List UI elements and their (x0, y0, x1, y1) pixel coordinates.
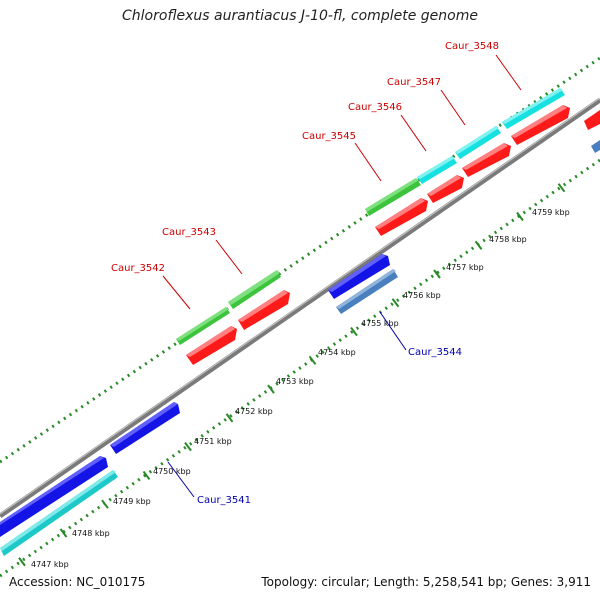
gene-label-caur-3544[interactable]: Caur_3544 (408, 347, 462, 358)
gene-caur-3545-cds-arrow[interactable] (375, 198, 428, 236)
gene-caur-3543-arrow[interactable] (228, 270, 281, 309)
forward-genes-red (186, 105, 570, 365)
scale-tick-mark (225, 413, 234, 423)
gene-caur-3547-arrow[interactable] (455, 126, 501, 159)
gene-label-caur-3547[interactable]: Caur_3547 (387, 77, 441, 88)
gene-caur-3542-cds-arrow[interactable] (186, 326, 237, 365)
gene-caur-3544b-arrow[interactable] (336, 269, 398, 314)
scale-tick-mark (101, 499, 109, 509)
gene-caur-3541-arrow[interactable] (110, 402, 180, 454)
gene-blue-long-arrow[interactable] (0, 456, 108, 537)
gene-label-caur-3542[interactable]: Caur_3542 (111, 263, 165, 274)
scale-label: 4758 kbp (489, 235, 527, 244)
scale-labels: 4747 kbp 4748 kbp 4749 kbp 4750 kbp 4751… (31, 208, 570, 569)
scale-tick-mark (350, 326, 358, 337)
scale-label: 4747 kbp (31, 560, 69, 569)
label-leader-lines (162, 54, 522, 498)
reverse-genes (0, 254, 398, 556)
gene-caur-3545-arrow[interactable] (365, 178, 421, 216)
edge-gene-steelblue-arrow[interactable] (591, 140, 600, 153)
scale-label: 4759 kbp (532, 208, 570, 217)
scale-label: 4752 kbp (235, 407, 273, 416)
gene-caur-3546-cds-arrow[interactable] (427, 175, 464, 203)
scale-label: 4756 kbp (403, 291, 441, 300)
scale-label: 4748 kbp (72, 529, 110, 538)
forward-tick-track (0, 56, 600, 464)
gene-label-caur-3545[interactable]: Caur_3545 (302, 131, 356, 142)
gene-caur-3543-cds-arrow[interactable] (238, 290, 290, 330)
gene-caur-3548-cds-arrow[interactable] (511, 105, 570, 145)
scale-label: 4751 kbp (194, 437, 232, 446)
scale-tick-mark (433, 269, 441, 279)
scale-label: 4750 kbp (153, 467, 191, 476)
scale-label: 4755 kbp (361, 319, 399, 328)
genome-backbone (0, 97, 600, 519)
scale-label: 4754 kbp (318, 348, 356, 357)
reverse-tick-track (0, 158, 600, 578)
gene-label-caur-3546[interactable]: Caur_3546 (348, 102, 402, 113)
gene-label-caur-3543[interactable]: Caur_3543 (162, 227, 216, 238)
scale-label: 4753 kbp (276, 377, 314, 386)
scale-tick-marks (18, 183, 566, 567)
scale-tick-mark (557, 183, 566, 193)
scale-tick-mark (142, 470, 151, 481)
gene-caur-3548-arrow[interactable] (502, 88, 565, 129)
scale-label: 4757 kbp (446, 263, 484, 272)
scale-tick-mark (267, 384, 275, 394)
forward-genes-green (176, 178, 421, 345)
gene-caur-3544-arrow[interactable] (328, 254, 390, 299)
gene-caur-3542-arrow[interactable] (176, 307, 230, 345)
gene-caur-3546-arrow[interactable] (417, 156, 457, 184)
scale-tick-mark (391, 298, 400, 308)
scale-tick-mark (516, 211, 524, 222)
scale-label: 4749 kbp (113, 497, 151, 506)
scale-tick-mark (184, 442, 192, 452)
edge-gene-red-arrow[interactable] (584, 110, 600, 130)
scale-tick-mark (474, 240, 483, 250)
scale-tick-mark (18, 557, 26, 567)
gene-label-caur-3548[interactable]: Caur_3548 (445, 41, 499, 52)
gene-teal-long-arrow[interactable] (0, 470, 118, 556)
forward-genes-cyan (417, 88, 565, 184)
scale-tick-mark (59, 528, 68, 538)
map-title: Chloroflexus aurantiacus J-10-fl, comple… (122, 8, 478, 24)
gene-labels: Caur_3542 Caur_3543 Caur_3545 Caur_3546 … (111, 41, 499, 506)
accession-text: Accession: NC_010175 (9, 575, 146, 589)
edge-genes (584, 110, 600, 153)
scale-tick-mark (308, 355, 317, 365)
genome-summary-text: Topology: circular; Length: 5,258,541 bp… (261, 575, 591, 589)
gene-caur-3547-cds-arrow[interactable] (462, 143, 511, 177)
gene-label-caur-3541[interactable]: Caur_3541 (197, 495, 251, 506)
